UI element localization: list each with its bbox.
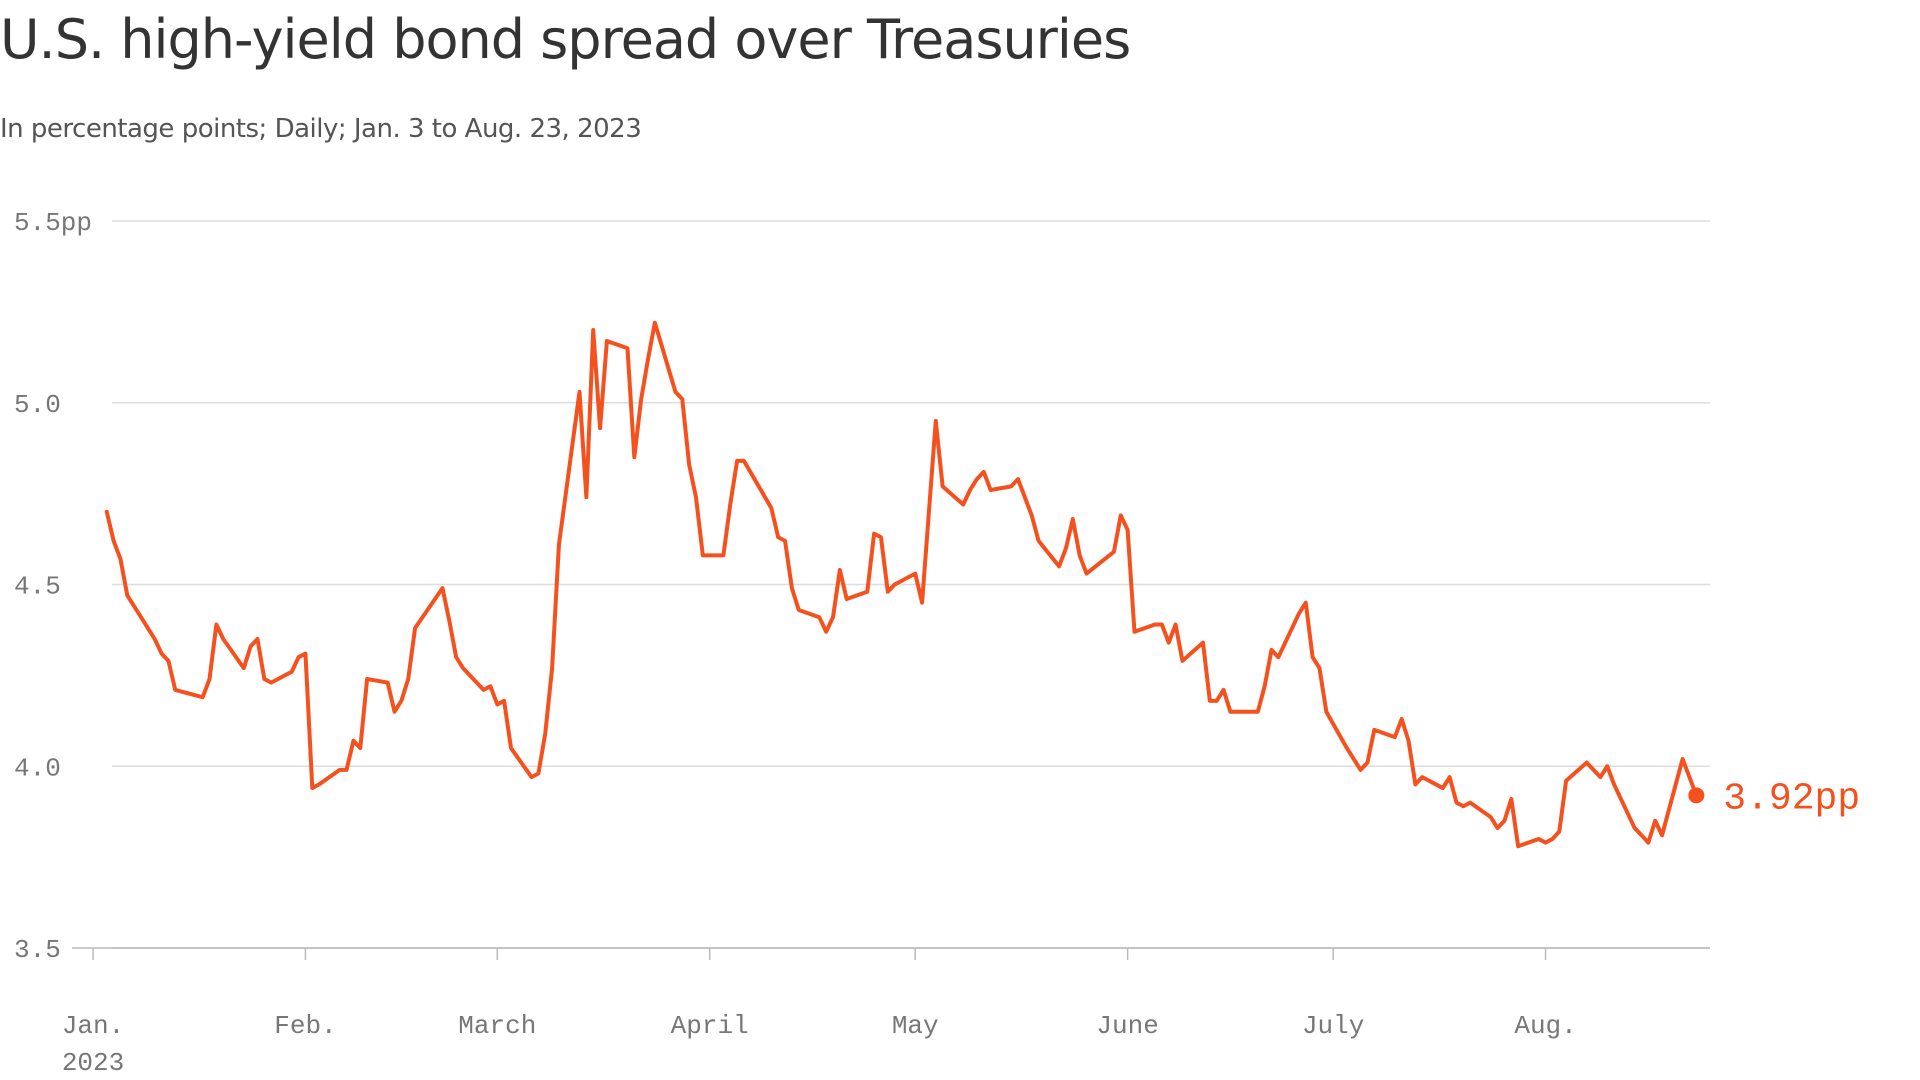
- x-tick-year: 2023: [62, 1048, 124, 1078]
- y-tick-label: 5.5pp: [14, 208, 92, 238]
- y-tick-label: 4.5: [14, 572, 61, 602]
- x-tick-label: March: [458, 1011, 536, 1041]
- x-tick-label: Aug.: [1514, 1011, 1576, 1041]
- x-tick-label: Feb.: [274, 1011, 336, 1041]
- y-tick-label: 4.0: [14, 753, 61, 783]
- x-tick-label: June: [1096, 1011, 1158, 1041]
- x-tick-label: Jan.: [62, 1011, 124, 1041]
- chart-title: U.S. high-yield bond spread over Treasur…: [0, 8, 1130, 71]
- end-point: [1688, 787, 1705, 804]
- chart-subtitle: In percentage points; Daily; Jan. 3 to A…: [0, 114, 641, 144]
- end-value-label: 3.92pp: [1723, 777, 1860, 820]
- x-tick-label: July: [1302, 1011, 1364, 1041]
- x-tick-label: May: [892, 1011, 939, 1041]
- y-tick-label: 5.0: [14, 390, 61, 420]
- data-line: [104, 320, 1699, 849]
- y-tick-label: 3.5: [14, 935, 61, 965]
- x-tick-label: April: [671, 1011, 749, 1041]
